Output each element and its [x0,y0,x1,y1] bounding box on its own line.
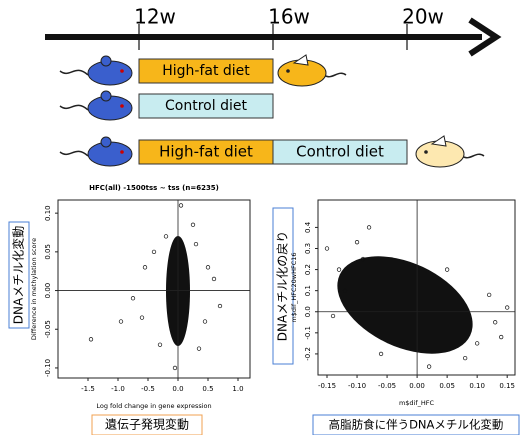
x-tick-label: -0.10 [348,382,366,390]
y-tick-label: -0.05 [44,320,52,338]
point [203,320,207,324]
point [487,293,491,297]
time-label: 16w [268,5,310,29]
point [445,268,449,272]
mouse [416,136,484,167]
point [325,247,329,251]
point [197,347,201,351]
y-tick-label: -0.10 [44,359,52,377]
chart-title: HFC(all) -1500tss ~ tss (n=6235) [89,184,219,192]
point [505,306,509,310]
point [379,352,383,356]
y-tick-label: 0.0 [304,306,312,317]
x-tick-label: 0.5 [202,385,213,393]
point [427,365,431,369]
point [463,356,467,360]
point [212,277,216,281]
point [152,250,156,254]
point [499,335,503,339]
point [355,240,359,244]
x-tick-label: 0.00 [409,382,425,390]
y-tick-label: 0.10 [44,205,52,221]
point [89,338,93,342]
point-cloud [322,237,488,374]
diet-label: High-fat diet [159,143,253,161]
y-tick-label: 0.4 [304,221,312,233]
point [194,242,198,246]
x-tick-label: -1.5 [81,385,95,393]
page: DNAメチル化変動 DNAメチル化の戻り 遺伝子発現変動 高脂肪食に伴うDNAメ… [0,0,520,435]
y-tick-label: 0.1 [304,285,312,296]
x-tick-label: 0.0 [172,385,183,393]
x-axis-label: Log fold change in gene expression [96,402,211,410]
point [173,366,177,370]
point [337,268,341,272]
point [191,223,195,227]
x-axis-label: m$dif_HFC [399,399,435,407]
diet-label: High-fat diet [162,63,250,79]
point [164,235,168,239]
diet-label: Control diet [165,98,247,114]
x-tick-label: -1.0 [111,385,125,393]
x-tick-label: 0.15 [499,382,515,390]
mouse [278,55,346,86]
point [179,204,183,208]
point [493,320,497,324]
y-tick-label: 0.2 [304,264,312,275]
y-tick-label: -0.2 [304,347,312,361]
y-tick-label: 0.3 [304,243,312,254]
x-tick-label: 0.05 [439,382,455,390]
side-label: DNAメチル化の戻り [276,231,290,341]
point [140,316,144,320]
mouse [60,137,132,166]
y-axis-label: m$dif_HFC20wHFC16 [290,252,298,322]
point [218,304,222,308]
diet-label: Control diet [296,143,384,161]
bottom-label: 遺伝子発現変動 [105,417,189,432]
time-label: 12w [134,5,176,29]
point [331,314,335,318]
mouse [60,56,132,85]
point [206,266,210,270]
y-tick-label: 0.05 [44,244,52,260]
point [119,320,123,324]
bottom-label: 高脂肪食に伴うDNAメチル化変動 [329,418,504,432]
point [475,342,479,346]
y-tick-label: 0.00 [44,283,52,299]
y-axis-label: Difference in methylation score [30,238,38,340]
plot-frame [58,200,250,378]
time-label: 20w [402,5,444,29]
x-tick-label: -0.5 [141,385,155,393]
point [131,296,135,300]
mouse [60,91,132,120]
figure: DNAメチル化変動 DNAメチル化の戻り 遺伝子発現変動 高脂肪食に伴うDNAメ… [0,0,520,435]
x-tick-label: -0.15 [318,382,336,390]
x-tick-label: 1.0 [232,385,243,393]
y-tick-label: -0.1 [304,326,312,340]
x-tick-label: -0.05 [378,382,396,390]
side-label: DNAメチル化変動 [11,226,26,324]
x-tick-label: 0.10 [469,382,485,390]
point [367,226,371,230]
point [158,343,162,347]
point [143,266,147,270]
